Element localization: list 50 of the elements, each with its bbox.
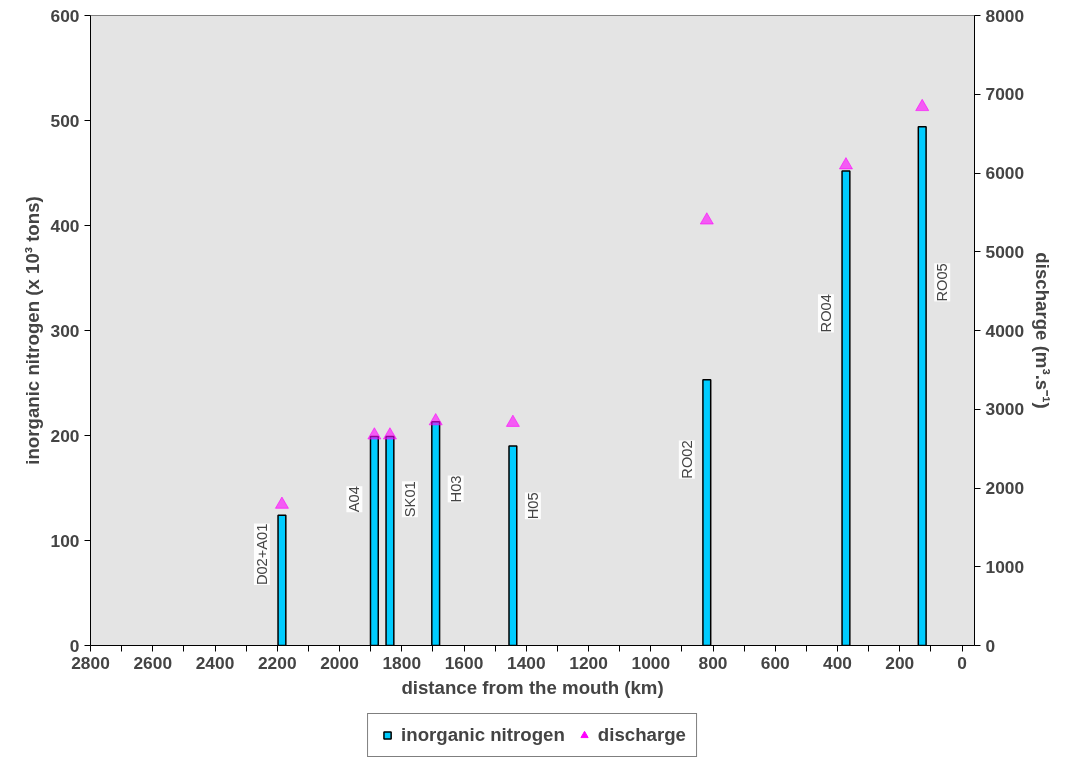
y2-tick-label: 7000 bbox=[985, 84, 1025, 105]
point bbox=[699, 212, 714, 225]
y2-tick-label: 6000 bbox=[985, 163, 1025, 183]
point bbox=[838, 157, 853, 170]
y2-tick-label: 8000 bbox=[985, 5, 1025, 26]
x-tick-label: 600 bbox=[760, 652, 790, 673]
y-tick-label: 200 bbox=[50, 425, 80, 446]
annotation: RO02 bbox=[678, 440, 695, 479]
x-tick-label: 1200 bbox=[569, 652, 608, 673]
annotation: H05 bbox=[524, 492, 541, 520]
y2-tick-label: 4000 bbox=[985, 320, 1025, 341]
legend-label: discharge bbox=[597, 724, 686, 746]
x-axis-title: distance from the mouth (km) bbox=[401, 676, 664, 698]
x-tick-label: 200 bbox=[885, 652, 915, 673]
y-tick-label: 600 bbox=[50, 5, 80, 26]
y2-tick-label: 3000 bbox=[985, 399, 1025, 420]
point bbox=[505, 414, 520, 427]
x-tick-label: 2000 bbox=[320, 652, 359, 673]
annotation: SK01 bbox=[401, 481, 418, 518]
annotation: RO05 bbox=[934, 263, 951, 302]
y2-axis-title: discharge (m³.s⁻¹) bbox=[1032, 252, 1054, 409]
x-tick-label: 400 bbox=[823, 652, 853, 673]
annotation: H03 bbox=[447, 475, 464, 503]
y2-tick-label: 1000 bbox=[985, 556, 1025, 577]
x-tick-label: 2600 bbox=[133, 652, 173, 673]
y-tick-label: 500 bbox=[50, 110, 80, 131]
x-tick-label: 1600 bbox=[444, 652, 484, 673]
annotation: A04 bbox=[346, 486, 363, 513]
x-tick-label: 1800 bbox=[382, 652, 422, 673]
point bbox=[367, 427, 382, 440]
x-tick-label: 2200 bbox=[257, 652, 297, 673]
point bbox=[915, 98, 930, 112]
y-tick-label: 400 bbox=[50, 215, 80, 236]
x-tick-label: 1400 bbox=[507, 652, 546, 673]
point bbox=[428, 413, 443, 426]
x-tick-label: 800 bbox=[698, 652, 728, 673]
y2-tick-label: 2000 bbox=[985, 478, 1025, 498]
annotation: D02+A01 bbox=[253, 523, 270, 586]
x-tick-label: 2400 bbox=[195, 652, 235, 673]
y-tick-label: 300 bbox=[50, 320, 80, 341]
point bbox=[382, 427, 397, 440]
y-tick-label: 100 bbox=[50, 530, 80, 551]
y-axis-title: inorganic nitrogen (x 10³ tons) bbox=[21, 196, 43, 465]
point bbox=[274, 496, 289, 509]
y2-tick-label: 5000 bbox=[985, 241, 1025, 262]
x-tick-label: 1000 bbox=[631, 652, 671, 673]
annotation: RO04 bbox=[817, 294, 834, 333]
legend-label: inorganic nitrogen bbox=[401, 724, 565, 746]
x-tick-label: 0 bbox=[957, 652, 967, 673]
y2-tick-label: 0 bbox=[985, 635, 996, 656]
